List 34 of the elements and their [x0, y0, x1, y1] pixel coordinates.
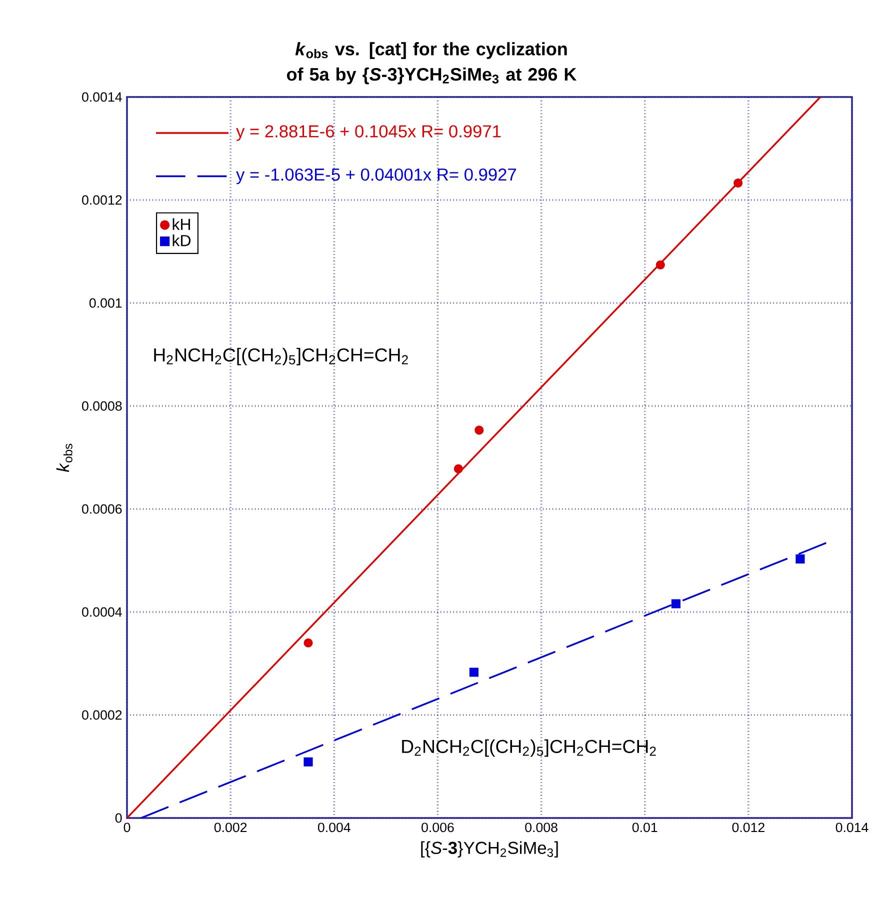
x-tick-label: 0.006 [422, 822, 454, 832]
x-tick-label: 0.008 [525, 822, 558, 832]
point [474, 426, 484, 435]
annotation: y = -1.063E-5 + 0.04001x R= 0.9927 [236, 168, 516, 184]
point [304, 638, 313, 648]
legend-label: kH [172, 218, 190, 230]
chart-title: k$_{obs}$ vs. [cat] for the cyclization of 5a by {S-3}YCH$_{2}$SiMe$_{3}$ at 296 K [286, 42, 577, 84]
point [796, 554, 805, 564]
point [304, 757, 313, 766]
y-tick-label: 0.0004 [82, 607, 122, 617]
legend-label: kD [172, 234, 191, 246]
y-tick-label: 0.0014 [82, 92, 122, 102]
x-tick-label: 0 [124, 822, 130, 832]
x-tick-label: 0.004 [318, 822, 350, 832]
x-tick-label: 0.002 [214, 822, 247, 832]
y-axis-title: k$_{obs}$ [56, 444, 72, 472]
y-tick-label: 0.001 [89, 298, 122, 308]
y-tick-label: 0.0008 [82, 401, 122, 411]
point [454, 464, 463, 474]
y-tick-label: 0.0012 [82, 195, 122, 205]
point [671, 599, 680, 608]
point [734, 178, 743, 188]
point [469, 668, 478, 677]
y-tick-label: 0.0002 [82, 710, 122, 720]
y-tick-label: 0.0006 [82, 504, 122, 514]
x-tick-label: 0.01 [632, 822, 658, 832]
x-tick-label: 0.014 [836, 822, 868, 832]
x-tick-label: 0.012 [732, 822, 764, 832]
text: [{S-3}YCH$_{2}$SiMe$_{3}$] [421, 841, 558, 858]
text: D$_{2}$NCH$_{2}$C[(CH$_{2}$)$_{5}$]CH$_{2}$CH=CH$_{2}$ [402, 739, 656, 757]
y-tick-label: 0 [115, 813, 122, 823]
annotation: y = 2.881E-6 + 0.1045x R= 0.9971 [236, 125, 501, 141]
point [656, 260, 665, 270]
text: H$_{2}$NCH$_{2}$C[(CH$_{2}$)$_{5}$]CH$_{2}$CH=CH$_{2}$ [154, 348, 408, 366]
